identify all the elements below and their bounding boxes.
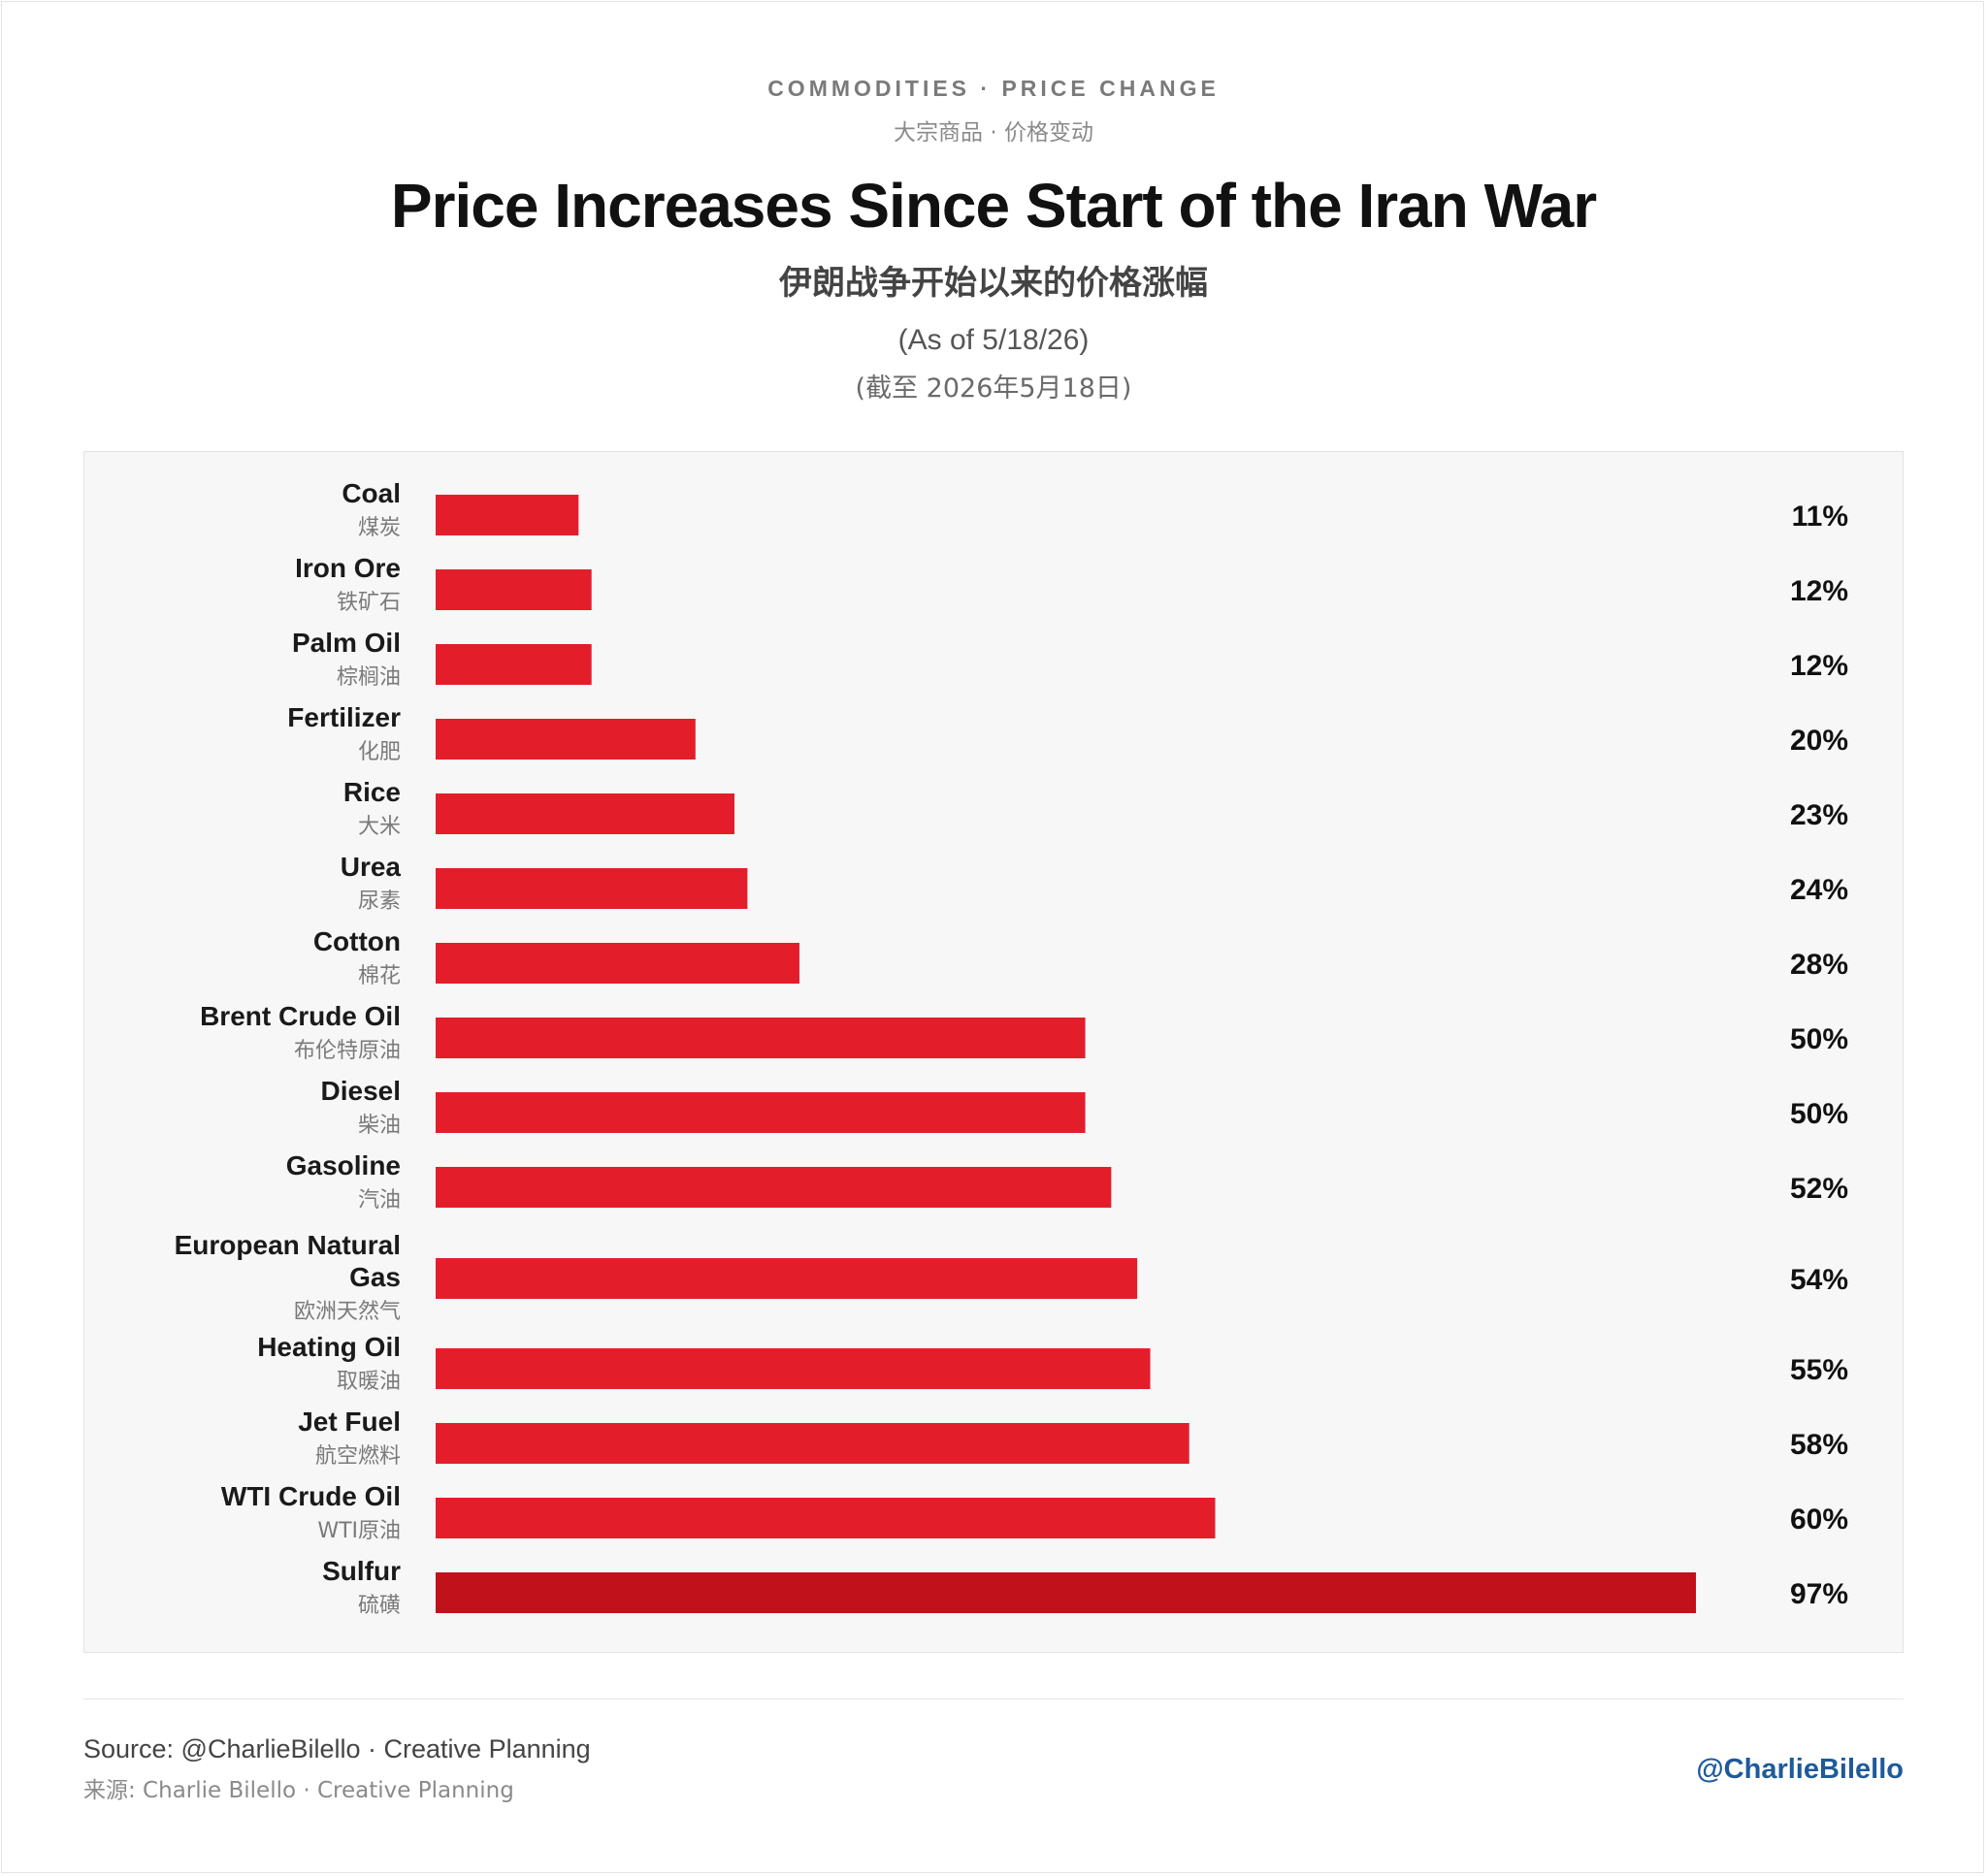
eyebrow: COMMODITIES · PRICE CHANGE: [767, 76, 1220, 101]
value-label: 60%: [1790, 1504, 1848, 1536]
category-label: Rice: [343, 777, 401, 807]
category-label-cn: 布伦特原油: [294, 1039, 401, 1063]
bar-gasoline: [436, 1167, 1112, 1208]
category-label-cn: 取暖油: [337, 1370, 401, 1394]
category-label-cn: 航空燃料: [315, 1444, 401, 1469]
category-label-cn: 大米: [358, 815, 401, 839]
category-label: Iron Ore: [295, 553, 401, 583]
bar-chart: Coal 煤炭 11% Iron Ore 铁矿石 12% Palm Oil 棕榈油 12% Fer…: [175, 478, 1848, 1618]
bar-brent-crude-oil: [436, 1018, 1086, 1058]
category-label: Coal: [342, 478, 401, 508]
bar-diesel: [436, 1092, 1086, 1133]
category-label-cn: 尿素: [358, 889, 401, 914]
category-label-line2: Gas: [349, 1262, 401, 1292]
category-label-cn: 棕榈油: [337, 665, 401, 690]
value-label: 12%: [1790, 650, 1848, 682]
bar-coal: [436, 495, 579, 535]
bar-rice: [436, 793, 735, 834]
value-label: 20%: [1790, 725, 1848, 757]
category-label: Heating Oil: [257, 1332, 401, 1362]
bar-heating-oil: [436, 1348, 1151, 1389]
category-label-cn: 柴油: [358, 1114, 401, 1138]
category-label: Sulfur: [322, 1556, 401, 1586]
category-label-cn: 煤炭: [358, 516, 401, 540]
bar-cotton: [436, 943, 799, 984]
category-label-cn: 棉花: [358, 964, 401, 988]
value-label: 55%: [1790, 1354, 1848, 1386]
eyebrow-cn: 大宗商品 · 价格变动: [894, 120, 1093, 146]
source-text-cn: 来源: Charlie Bilello · Creative Planning: [83, 1778, 514, 1803]
bar-palm-oil: [436, 644, 592, 685]
bar-european-natural-gas: [436, 1258, 1138, 1299]
category-label: Fertilizer: [287, 702, 401, 732]
value-label: 54%: [1790, 1264, 1848, 1296]
bar-iron-ore: [436, 569, 592, 610]
category-label: European Natural: [175, 1230, 401, 1260]
category-label: WTI Crude Oil: [221, 1481, 401, 1511]
value-label: 50%: [1790, 1023, 1848, 1055]
category-label: Urea: [341, 852, 402, 882]
chart-panel: Coal 煤炭 11% Iron Ore 铁矿石 12% Palm Oil 棕榈油 12% Fer…: [83, 451, 1904, 1653]
category-label-cn: 欧洲天然气: [294, 1300, 401, 1324]
value-label: 12%: [1790, 575, 1848, 607]
category-label-cn: 化肥: [358, 740, 401, 764]
value-label: 58%: [1790, 1429, 1848, 1461]
value-label: 97%: [1790, 1578, 1848, 1610]
category-label: Brent Crude Oil: [200, 1001, 401, 1031]
bar-urea: [436, 868, 748, 909]
footer-divider: [83, 1698, 1904, 1699]
value-label: 28%: [1790, 949, 1848, 981]
category-label-cn: 汽油: [358, 1188, 401, 1213]
category-label: Gasoline: [286, 1150, 401, 1181]
bar-fertilizer: [436, 719, 696, 760]
category-label: Cotton: [313, 926, 401, 956]
bar-sulfur: [436, 1572, 1696, 1613]
value-label: 23%: [1790, 799, 1848, 831]
chart-title-cn: 伊朗战争开始以来的价格涨幅: [779, 264, 1208, 303]
value-label: 52%: [1790, 1173, 1848, 1205]
chart-title: Price Increases Since Start of the Iran …: [390, 171, 1597, 241]
author-handle[interactable]: @CharlieBilello: [1696, 1754, 1904, 1785]
value-label: 11%: [1792, 501, 1848, 533]
as-of-date-cn: (截至 2026年5月18日): [855, 373, 1132, 404]
bar-jet-fuel: [436, 1423, 1189, 1464]
category-label-cn: 硫磺: [358, 1594, 401, 1618]
value-label: 24%: [1790, 874, 1848, 906]
category-label: Palm Oil: [292, 628, 401, 658]
category-label: Diesel: [321, 1076, 402, 1106]
category-label-cn: WTI原油: [317, 1519, 401, 1543]
category-label-cn: 铁矿石: [337, 591, 401, 615]
as-of-date: (As of 5/18/26): [897, 324, 1090, 356]
category-label: Jet Fuel: [298, 1407, 401, 1437]
source-text: Source: @CharlieBilello · Creative Plann…: [83, 1734, 591, 1763]
value-label: 50%: [1790, 1098, 1848, 1130]
bar-wti-crude-oil: [436, 1498, 1216, 1538]
